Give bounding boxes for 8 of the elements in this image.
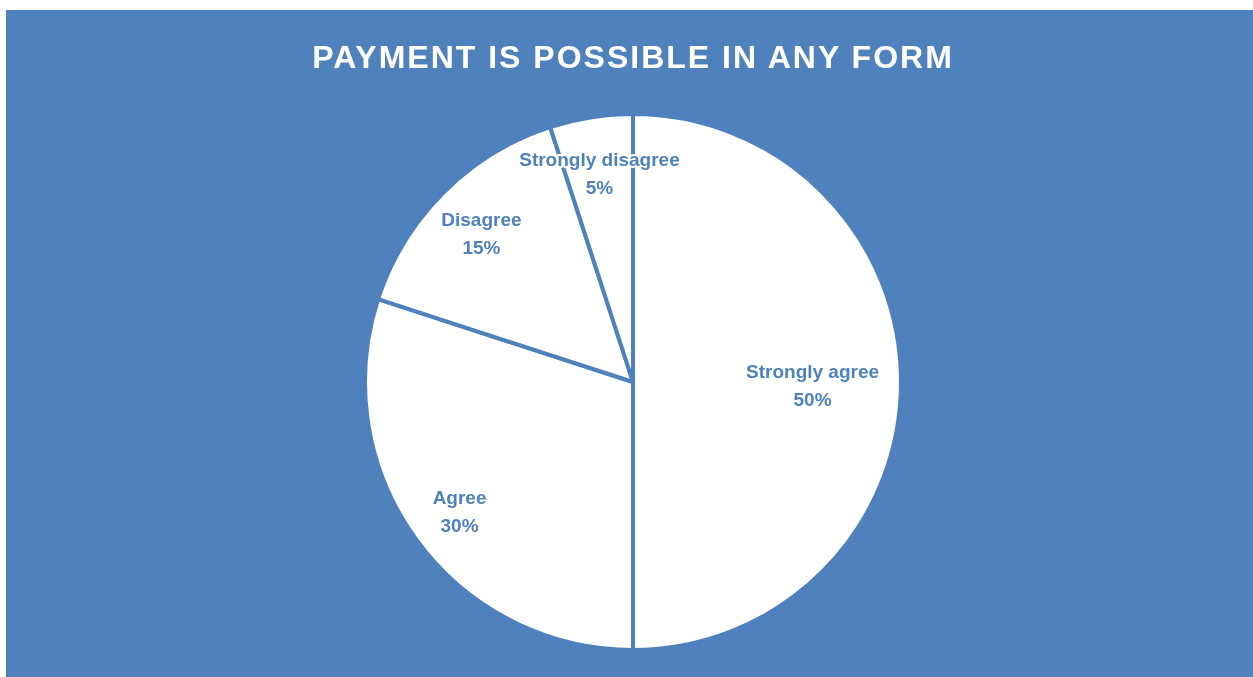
data-label: 5%	[585, 177, 614, 199]
slice-label: Agree	[432, 487, 487, 509]
slice-label: Disagree	[441, 209, 522, 231]
chart-title: PAYMENT IS POSSIBLE IN ANY FORM	[312, 39, 954, 75]
data-label: 50%	[793, 389, 832, 410]
data-label: 30%	[440, 515, 479, 537]
slice-label: Strongly agree	[746, 361, 880, 382]
data-label: 15%	[462, 237, 501, 259]
